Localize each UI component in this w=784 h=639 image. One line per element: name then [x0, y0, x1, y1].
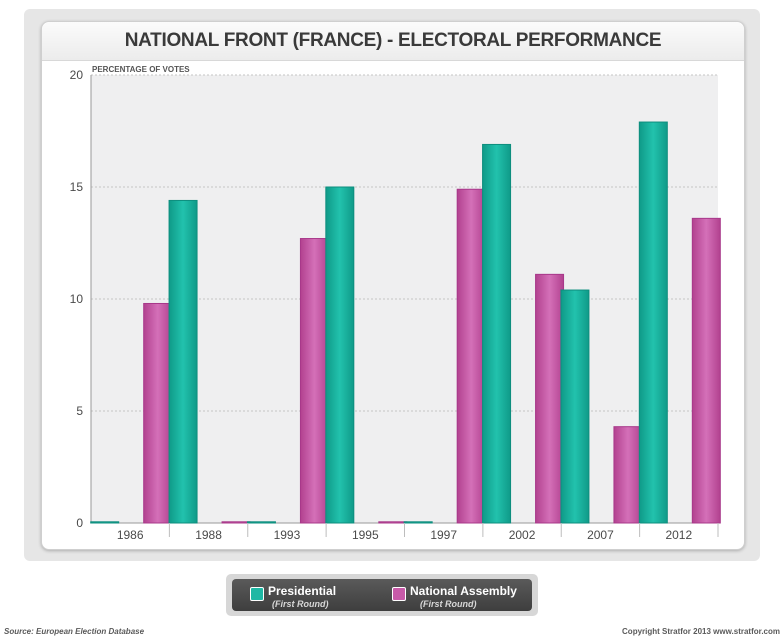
x-tick-label: 1986	[117, 528, 144, 542]
x-tick-label: 2012	[665, 528, 692, 542]
legend-swatch-national-assembly	[392, 587, 406, 601]
x-tick-label: 1997	[430, 528, 457, 542]
legend-swatch-presidential	[250, 587, 264, 601]
bar-national-assembly	[299, 238, 329, 524]
y-tick-label: 20	[70, 68, 84, 82]
bar-national-assembly	[378, 521, 408, 524]
bar-national-assembly	[143, 302, 173, 524]
bar-national-assembly	[613, 426, 643, 524]
bar-national-assembly	[456, 188, 486, 524]
bar-national-assembly	[221, 521, 251, 524]
x-tick-label: 1988	[195, 528, 222, 542]
bar-national-assembly	[691, 217, 721, 524]
legend-panel: Presidential (First Round) National Asse…	[232, 579, 532, 611]
bar-presidential	[168, 199, 198, 524]
bar-national-assembly	[535, 273, 565, 524]
y-tick-label: 15	[70, 180, 84, 194]
chart-title: NATIONAL FRONT (FRANCE) - ELECTORAL PERF…	[42, 22, 744, 61]
bar-presidential	[482, 143, 512, 524]
bar-presidential	[638, 121, 668, 524]
y-tick-label: 10	[70, 292, 84, 306]
bar-presidential	[403, 521, 433, 524]
bar-presidential	[246, 521, 276, 524]
copyright-note: Copyright Stratfor 2013 www.stratfor.com	[622, 627, 780, 636]
y-tick-label: 0	[76, 516, 83, 530]
legend-sublabel-national-assembly: (First Round)	[420, 599, 477, 609]
legend-label-national-assembly: National Assembly	[410, 584, 517, 598]
legend-label-presidential: Presidential	[268, 584, 337, 598]
y-tick-label: 5	[76, 404, 83, 418]
legend-sublabel-presidential: (First Round)	[272, 599, 329, 609]
x-tick-label: 1995	[352, 528, 379, 542]
legend: Presidential (First Round) National Asse…	[226, 574, 538, 616]
x-tick-label: 2007	[587, 528, 614, 542]
bar-presidential	[90, 521, 120, 524]
x-tick-label: 1993	[274, 528, 301, 542]
y-axis-label: PERCENTAGE OF VOTES	[92, 65, 190, 74]
bar-presidential	[560, 289, 590, 524]
source-note: Source: European Election Database	[4, 627, 145, 636]
x-tick-label: 2002	[509, 528, 536, 542]
bar-presidential	[325, 186, 355, 524]
